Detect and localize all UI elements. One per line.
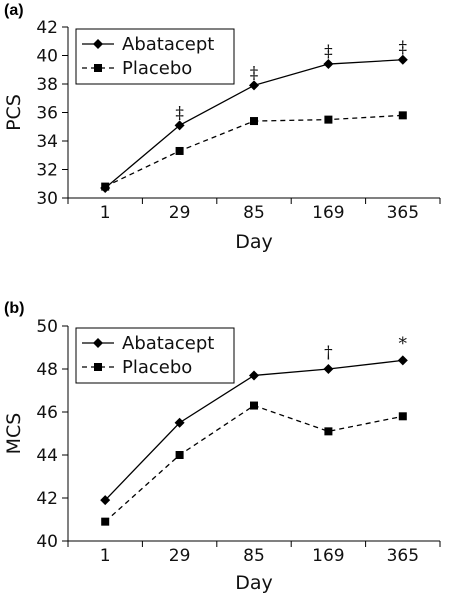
y-tick-label: 40 bbox=[36, 47, 58, 67]
x-axis-title: Day bbox=[235, 572, 273, 594]
data-point-placebo bbox=[175, 451, 184, 459]
data-point-placebo bbox=[324, 427, 333, 436]
x-tick-label: 29 bbox=[169, 203, 191, 223]
significance-marker: ‡ bbox=[175, 104, 184, 124]
y-tick-label: 48 bbox=[36, 360, 58, 380]
y-tick-label: 32 bbox=[36, 161, 58, 181]
data-point-abatacept bbox=[100, 495, 111, 506]
y-tick-label: 36 bbox=[36, 104, 58, 124]
y-tick-label: 40 bbox=[36, 532, 58, 552]
significance-marker: ‡ bbox=[250, 64, 259, 84]
legend-label: Placebo bbox=[122, 58, 192, 79]
x-tick-label: 1 bbox=[100, 203, 111, 223]
panel-label: (a) bbox=[4, 2, 24, 19]
data-point-abatacept bbox=[323, 364, 334, 374]
data-point-placebo bbox=[175, 146, 184, 155]
data-point-placebo bbox=[398, 412, 407, 421]
y-tick-label: 42 bbox=[36, 18, 58, 38]
significance-marker: ‡ bbox=[324, 42, 333, 62]
legend-label: Abatacept bbox=[122, 34, 214, 55]
data-point-abatacept bbox=[397, 355, 408, 366]
data-point-abatacept bbox=[397, 54, 408, 65]
data-point-abatacept bbox=[174, 417, 185, 428]
x-tick-label: 85 bbox=[243, 546, 265, 566]
x-tick-label: 365 bbox=[387, 203, 419, 223]
data-point-placebo bbox=[398, 111, 407, 120]
legend-marker-diamond bbox=[93, 39, 103, 49]
significance-marker: * bbox=[399, 334, 408, 354]
x-axis-title: Day bbox=[235, 231, 273, 253]
x-tick-label: 169 bbox=[312, 203, 344, 223]
data-point-placebo bbox=[250, 401, 258, 410]
y-tick-label: 50 bbox=[36, 317, 58, 337]
legend-box bbox=[75, 28, 235, 85]
data-point-abatacept bbox=[174, 120, 185, 131]
legend-label: Placebo bbox=[122, 357, 192, 378]
significance-marker: † bbox=[324, 343, 333, 363]
data-point-abatacept bbox=[249, 370, 259, 381]
y-tick-label: 38 bbox=[36, 75, 58, 95]
x-tick-label: 1 bbox=[100, 546, 111, 566]
legend-marker-square bbox=[94, 64, 102, 72]
y-tick-label: 30 bbox=[36, 189, 58, 209]
data-point-placebo bbox=[101, 182, 110, 191]
x-tick-label: 365 bbox=[387, 546, 419, 566]
legend: Abatacept Placebo bbox=[75, 327, 235, 384]
data-point-abatacept bbox=[323, 59, 334, 70]
x-tick-label: 29 bbox=[169, 546, 191, 566]
y-tick-label: 44 bbox=[36, 446, 58, 466]
significance-marker: ‡ bbox=[399, 38, 408, 58]
series-line-placebo bbox=[104, 404, 403, 523]
panel-label: (b) bbox=[4, 300, 24, 317]
chart-panel-a: (a) 30 32 34 36 38 40 42 1 29 85 169 365 Day PCS ‡ ‡ ‡ ‡ Ab… bbox=[3, 2, 441, 253]
legend-marker-diamond bbox=[93, 338, 103, 348]
y-tick-label: 34 bbox=[36, 132, 58, 152]
legend-box bbox=[75, 327, 235, 384]
legend: Abatacept Placebo bbox=[75, 28, 235, 85]
data-point-placebo bbox=[250, 117, 258, 126]
y-axis-title: MCS bbox=[3, 413, 25, 455]
x-tick-label: 85 bbox=[243, 203, 265, 223]
chart-panel-b: (b) 40 42 44 46 48 50 1 29 85 169 365 Day MCS † * Abatac… bbox=[3, 300, 441, 594]
legend-marker-square bbox=[94, 363, 102, 371]
y-axis-title: PCS bbox=[3, 94, 25, 131]
data-point-placebo bbox=[324, 115, 333, 124]
data-point-placebo bbox=[101, 517, 110, 526]
data-point-abatacept bbox=[249, 80, 259, 91]
legend-label: Abatacept bbox=[122, 333, 214, 354]
y-tick-label: 42 bbox=[36, 489, 58, 509]
y-tick-label: 46 bbox=[36, 403, 58, 423]
x-tick-label: 169 bbox=[312, 546, 344, 566]
